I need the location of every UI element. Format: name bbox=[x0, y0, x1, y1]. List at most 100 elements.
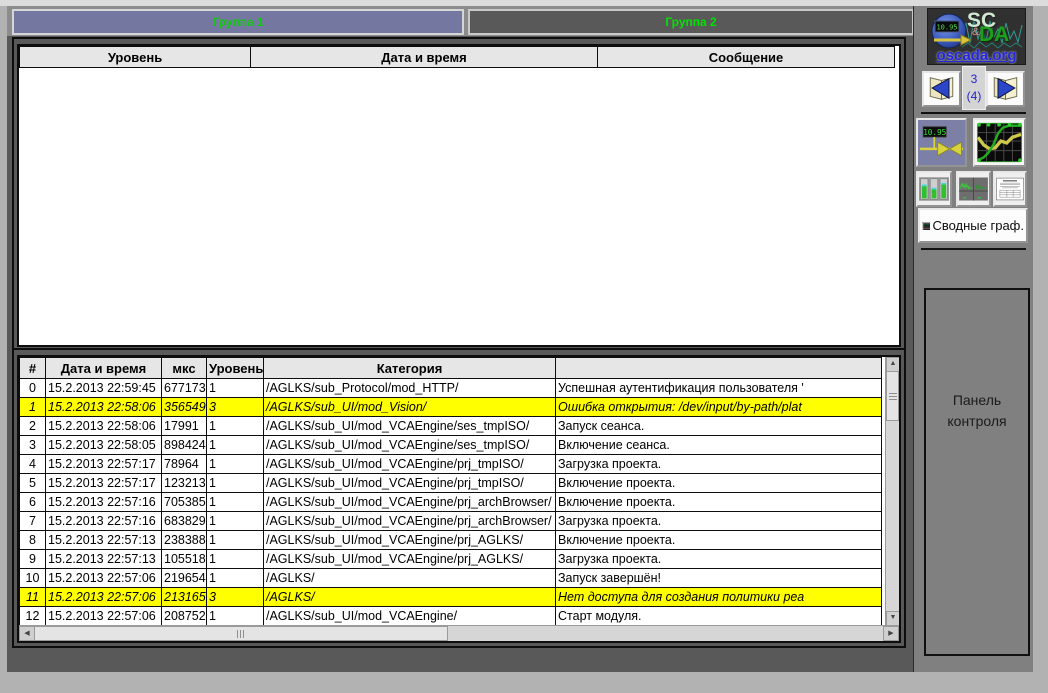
log-cell: 15.2.2013 22:58:06 bbox=[45, 397, 162, 417]
log-cell: 1 bbox=[206, 530, 264, 550]
column-header[interactable]: Уровень bbox=[206, 357, 264, 379]
log-cell: 898424 bbox=[161, 435, 207, 455]
log-cell: 1 bbox=[206, 511, 264, 531]
messages-header-row: Уровень Дата и время Сообщение bbox=[19, 46, 895, 68]
oscada-logo-art: 10.95 bbox=[928, 9, 1025, 64]
control-panel-label: Панель контроля bbox=[947, 392, 1007, 429]
log-cell: Старт модуля. bbox=[555, 606, 882, 626]
vertical-scroll-thumb[interactable] bbox=[886, 371, 899, 421]
logo-site-link[interactable]: oscada.org bbox=[936, 47, 1017, 64]
log-cell: 213165 bbox=[161, 587, 207, 607]
log-cell: /AGLKS/sub_UI/mod_VCAEngine/prj_tmpISO/ bbox=[263, 454, 556, 474]
log-panel: # Дата и время мкс Уровень Категория 0 15.2.2… bbox=[12, 348, 906, 648]
log-cell: 3 bbox=[206, 397, 264, 417]
log-cell: 15.2.2013 22:57:06 bbox=[45, 606, 162, 626]
log-cell: 1 bbox=[206, 435, 264, 455]
log-cell: 8 bbox=[19, 530, 46, 550]
column-header[interactable]: Категория bbox=[263, 357, 556, 379]
document-icon bbox=[996, 177, 1024, 201]
scroll-right-icon[interactable]: ▶ bbox=[883, 626, 899, 641]
main-frame: Группа 1 Группа 2 Уровень Дата и время Соо… bbox=[7, 6, 914, 672]
log-row[interactable]: 2 15.2.2013 22:58:06 17991 1/AGLKS/sub_UI/m… bbox=[19, 416, 882, 436]
log-cell: 208752 bbox=[161, 606, 207, 626]
scroll-left-icon[interactable]: ◀ bbox=[19, 626, 35, 641]
log-cell: /AGLKS/sub_UI/mod_VCAEngine/prj_AGLKS/ bbox=[263, 549, 556, 569]
log-row[interactable]: 11 15.2.2013 22:57:06 213165 3/AGLKS/Нет до… bbox=[19, 587, 882, 607]
level-bars-icon bbox=[919, 177, 949, 201]
mnemo-scheme-button[interactable]: 10.95 bbox=[916, 118, 967, 167]
log-cell: 15.2.2013 22:57:13 bbox=[45, 549, 162, 569]
log-row[interactable]: 10 15.2.2013 22:57:06 219654 1/AGLKS/Запуск… bbox=[19, 568, 882, 588]
column-header[interactable]: мкс bbox=[161, 357, 207, 379]
prev-page-button[interactable] bbox=[922, 71, 961, 107]
tab-group-2[interactable]: Группа 2 bbox=[468, 9, 914, 35]
log-cell: 1 bbox=[206, 416, 264, 436]
page-indicator: 3 (4) bbox=[962, 66, 986, 110]
log-row[interactable]: 0 15.2.2013 22:59:45 677173 1/AGLKS/sub_Pro… bbox=[19, 378, 882, 398]
log-table-area: # Дата и время мкс Уровень Категория 0 15.2.2… bbox=[17, 355, 901, 643]
vertical-scrollbar[interactable]: ▲ ▼ bbox=[885, 357, 899, 626]
horizontal-scroll-thumb[interactable] bbox=[34, 626, 448, 641]
thumb-grip-icon bbox=[888, 392, 897, 400]
log-row[interactable]: 7 15.2.2013 22:57:16 683829 1/AGLKS/sub_UI/… bbox=[19, 511, 882, 531]
log-cell: /AGLKS/sub_UI/mod_VCAEngine/ses_tmpISO/ bbox=[263, 416, 556, 436]
log-row[interactable]: 3 15.2.2013 22:58:05 898424 1/AGLKS/sub_UI/… bbox=[19, 435, 882, 455]
bars-view-button[interactable] bbox=[916, 171, 952, 207]
column-header[interactable]: Сообщение bbox=[597, 46, 895, 68]
column-header[interactable]: Уровень bbox=[19, 46, 251, 68]
horizontal-scrollbar[interactable]: ◀ ▶ bbox=[19, 625, 899, 641]
column-header[interactable]: Дата и время bbox=[45, 357, 162, 379]
summary-graph-icon bbox=[922, 221, 931, 230]
log-cell: 123213 bbox=[161, 473, 207, 493]
log-cell: Нет доступа для создания политики реа bbox=[555, 587, 882, 607]
summary-graphs-button[interactable]: Сводные граф. bbox=[918, 208, 1028, 243]
column-header[interactable]: # bbox=[19, 357, 46, 379]
log-cell: 5 bbox=[19, 473, 46, 493]
logo-ampersand: & bbox=[972, 26, 980, 38]
messages-panel: Уровень Дата и время Сообщение bbox=[12, 37, 906, 352]
log-cell: 15.2.2013 22:57:16 bbox=[45, 492, 162, 512]
log-cell: 1 bbox=[206, 606, 264, 626]
next-page-button[interactable] bbox=[986, 71, 1025, 107]
log-cell: 15.2.2013 22:57:06 bbox=[45, 568, 162, 588]
log-row[interactable]: 12 15.2.2013 22:57:06 208752 1/AGLKS/sub_UI… bbox=[19, 606, 882, 626]
log-row[interactable]: 5 15.2.2013 22:57:17 123213 1/AGLKS/sub_UI/… bbox=[19, 473, 882, 493]
log-cell: 9 bbox=[19, 549, 46, 569]
log-cell: 3 bbox=[206, 587, 264, 607]
log-cell: 12 bbox=[19, 606, 46, 626]
log-cell: Включение сеанса. bbox=[555, 435, 882, 455]
scroll-down-icon[interactable]: ▼ bbox=[886, 611, 899, 626]
log-row[interactable]: 9 15.2.2013 22:57:13 105518 1/AGLKS/sub_UI/… bbox=[19, 549, 882, 569]
spectrum-view-button[interactable] bbox=[956, 171, 991, 207]
log-cell: 1 bbox=[206, 473, 264, 493]
log-header-row: # Дата и время мкс Уровень Категория bbox=[19, 357, 882, 379]
column-header[interactable] bbox=[555, 357, 882, 379]
graphs-button[interactable] bbox=[973, 118, 1026, 167]
log-cell: Запуск завершён! bbox=[555, 568, 882, 588]
log-row[interactable]: 8 15.2.2013 22:57:13 238388 1/AGLKS/sub_UI/… bbox=[19, 530, 882, 550]
scroll-up-icon[interactable]: ▲ bbox=[886, 357, 899, 372]
oscada-logo[interactable]: 10.95 SC & DA oscada.org bbox=[927, 8, 1026, 65]
log-cell: Загрузка проекта. bbox=[555, 511, 882, 531]
control-panel-placeholder: Панель контроля bbox=[924, 288, 1030, 656]
log-cell: 4 bbox=[19, 454, 46, 474]
separator bbox=[921, 248, 1026, 250]
log-cell: 6 bbox=[19, 492, 46, 512]
document-view-button[interactable] bbox=[993, 171, 1027, 207]
log-cell: 1 bbox=[206, 549, 264, 569]
tab-group-1[interactable]: Группа 1 bbox=[12, 9, 464, 35]
log-cell: 705385 bbox=[161, 492, 207, 512]
log-row[interactable]: 6 15.2.2013 22:57:16 705385 1/AGLKS/sub_UI/… bbox=[19, 492, 882, 512]
separator bbox=[921, 112, 1026, 114]
trend-chart-icon bbox=[976, 122, 1023, 163]
log-row[interactable]: 4 15.2.2013 22:57:17 78964 1/AGLKS/sub_UI/m… bbox=[19, 454, 882, 474]
log-cell: Ошибка открытия: /dev/input/by-path/plat bbox=[555, 397, 882, 417]
log-row[interactable]: 1 15.2.2013 22:58:06 356549 3/AGLKS/sub_UI/… bbox=[19, 397, 882, 417]
log-cell: /AGLKS/sub_UI/mod_VCAEngine/ bbox=[263, 606, 556, 626]
log-cell: 238388 bbox=[161, 530, 207, 550]
log-cell: /AGLKS/sub_UI/mod_VCAEngine/ses_tmpISO/ bbox=[263, 435, 556, 455]
page-current: 3 bbox=[970, 71, 978, 86]
log-cell: 10 bbox=[19, 568, 46, 588]
column-header[interactable]: Дата и время bbox=[250, 46, 598, 68]
messages-table-area: Уровень Дата и время Сообщение bbox=[17, 44, 901, 347]
